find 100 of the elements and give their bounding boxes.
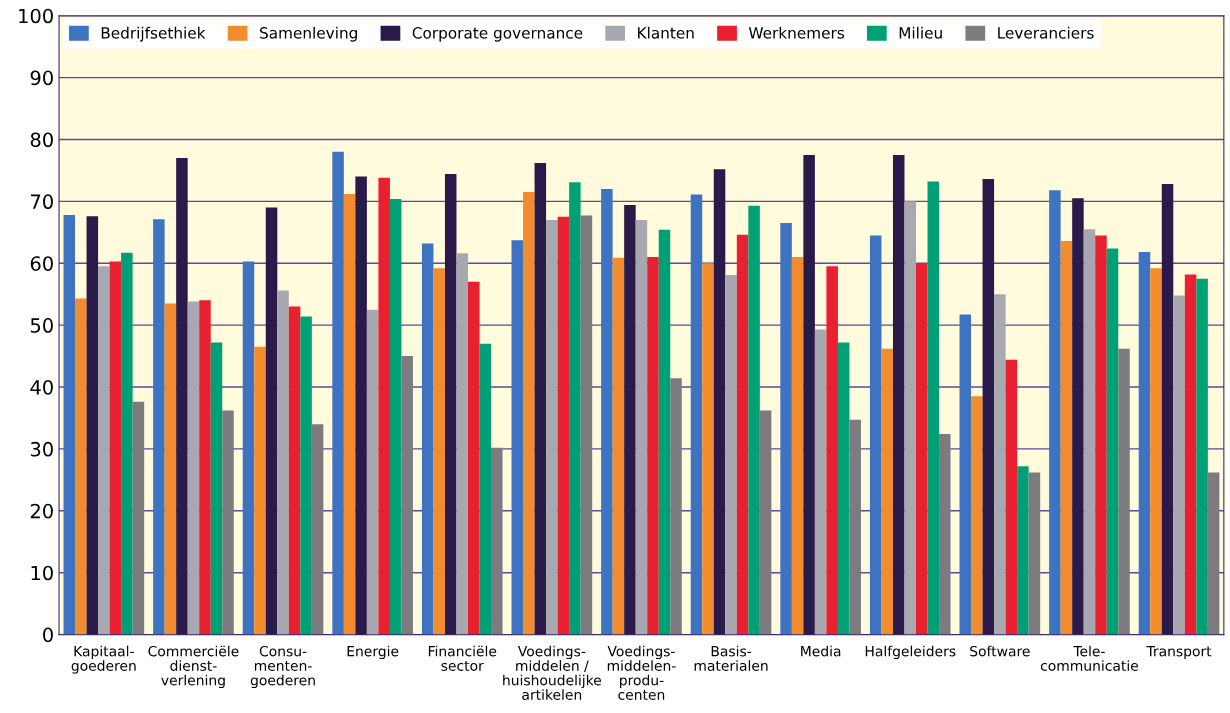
bar [86,216,99,635]
bar [971,396,983,635]
bar [444,174,457,635]
bar [1028,472,1041,635]
y-tick-label: 100 [19,8,53,24]
bar [1184,274,1197,635]
bar [881,348,893,635]
y-tick-label: 50 [30,318,53,333]
bar [1207,472,1220,635]
x-tick-label: Basis- materialen [694,645,768,671]
bar [1060,240,1073,635]
bar [433,268,445,635]
legend-label: Werknemers [748,26,845,39]
x-tick-label: Software [970,645,1030,657]
bar [378,177,390,635]
x-tick-label: Energie [347,645,399,660]
bar [994,294,1006,635]
bar [939,434,951,635]
x-tick-label: Voedings- middelen / huishoudelijke artikelen [503,645,602,700]
bar [332,151,344,635]
y-tick-label: 90 [30,70,53,86]
bar [702,263,714,635]
legend-label: Leveranciers [998,26,1094,39]
bar [1017,466,1029,635]
y-tick-label: 80 [30,132,53,148]
bar [75,298,87,635]
x-tick-label: Financiële sector [428,645,497,671]
bar [355,176,367,635]
legend-label: Milieu [899,26,942,39]
bar [277,290,289,635]
bar [690,194,703,635]
bar [1161,184,1174,635]
bar [1083,229,1096,635]
bar [826,266,838,635]
bar [98,266,110,635]
bar [311,424,324,635]
y-tick-label: 70 [31,194,53,210]
legend-label: Samenleving [260,26,357,42]
bar [670,378,682,635]
legend-label: Bedrijfsethiek [101,26,206,42]
bar [491,447,503,635]
bar [658,229,671,635]
x-tick-label: Commerciële dienst- verlening [148,645,239,689]
bar [1196,278,1208,635]
bar [791,257,804,635]
bar [222,410,234,635]
bar [1049,190,1061,635]
y-tick-label: 40 [30,379,53,395]
bar [904,201,917,635]
x-tick-label: Tele- communicatie [1040,645,1139,671]
bar [366,309,379,635]
bar [580,215,593,635]
bar [837,342,850,635]
bar [869,235,882,635]
y-tick-label: 0 [43,627,53,643]
x-tick-label: Voedings- middelen- produ- centen [607,645,676,700]
bar [300,316,312,635]
bar [1072,198,1084,635]
bar [546,219,558,635]
x-tick-label: Media [801,645,841,657]
bar [343,193,356,635]
bar [468,281,480,635]
bar [647,257,659,635]
legend-label: Corporate governance [412,27,583,42]
bar [569,182,581,635]
y-tick-label: 20 [30,503,53,519]
bar [121,252,133,635]
x-tick-label: Halfgeleiders [865,645,956,660]
bar [982,179,995,635]
bar [164,303,177,635]
bar [849,419,861,635]
bar [557,216,570,635]
bar [1106,248,1119,635]
bar [534,162,547,635]
bar [780,223,792,635]
bar [624,205,636,635]
bar [601,188,613,635]
bar [199,300,211,635]
bar [187,301,200,635]
bar [725,275,737,635]
x-tick-label: Kapitaal- goederen [71,645,136,674]
bar [1173,295,1185,635]
bar [1005,359,1018,635]
bar [421,243,434,635]
bar [612,257,625,635]
x-tick-label: Consu- menten- goederen [250,645,315,689]
bar [254,346,266,635]
y-tick-label: 10 [31,565,53,581]
bar [109,261,122,635]
bar [748,205,760,635]
bar [1095,235,1107,635]
bar [176,158,188,635]
bar [803,154,815,635]
bar [523,192,535,635]
bar [916,263,928,635]
y-tick-label: 30 [30,441,53,457]
bar [635,219,648,635]
bar [1150,268,1162,635]
legend-label: Klanten [638,26,694,39]
bar [401,356,413,635]
